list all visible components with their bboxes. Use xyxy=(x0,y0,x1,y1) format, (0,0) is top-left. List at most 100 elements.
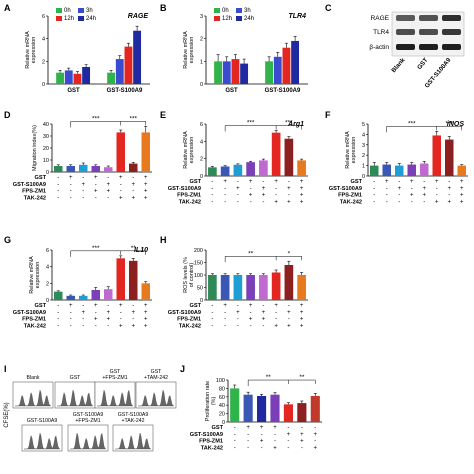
treatment-sign: + xyxy=(262,186,266,192)
treatment-sign: - xyxy=(262,179,264,185)
treatment-sign: - xyxy=(237,323,239,329)
y-tick-label: 2 xyxy=(200,37,203,43)
treatment-sign: - xyxy=(120,317,122,323)
bar xyxy=(310,395,320,422)
x-tick-label: GST xyxy=(225,88,238,94)
treatment-sign: + xyxy=(144,195,148,201)
treatment-label: GST xyxy=(35,303,47,309)
treatment-sign: + xyxy=(287,432,291,438)
legend-label: 24h xyxy=(86,16,96,22)
y-axis-label: Relative mRNAexpression xyxy=(183,131,195,169)
treatment-sign: - xyxy=(398,199,400,205)
treatment-sign: - xyxy=(275,186,277,192)
y-tick-label: 3 xyxy=(200,14,203,20)
treatment-sign: - xyxy=(132,189,134,195)
treatment-sign: + xyxy=(274,323,278,329)
bar xyxy=(257,395,267,422)
treatment-sign: + xyxy=(144,182,148,188)
y-tick-label: 4 xyxy=(200,139,203,145)
bar xyxy=(220,166,230,176)
y-tick-label: 5 xyxy=(362,122,365,128)
y-axis-label: ROS levels (%of control) xyxy=(183,257,195,293)
y-axis-label-line: Proliferation rate xyxy=(205,381,211,421)
treatment-label: GST xyxy=(35,175,47,181)
bar xyxy=(265,61,274,84)
histogram-curve xyxy=(115,432,152,450)
bar xyxy=(259,275,268,300)
y-tick-label: 1 xyxy=(362,164,365,170)
y-axis-label-line: expression xyxy=(35,262,41,289)
y-axis-label-line: expression xyxy=(351,137,357,164)
histogram-label: +TAK-242 xyxy=(121,418,144,424)
sig-label: *** xyxy=(92,245,100,252)
treatment-sign: - xyxy=(57,175,59,181)
bar xyxy=(407,164,416,176)
treatment-sign: + xyxy=(249,303,253,309)
treatment-sign: - xyxy=(423,199,425,205)
histogram-label: GST-S100A9 xyxy=(118,412,149,418)
treatment-sign: - xyxy=(132,317,134,323)
treatment-sign: - xyxy=(237,193,239,199)
treatment-sign: - xyxy=(247,445,249,451)
treatment-label: GST-S100A9 xyxy=(168,310,201,316)
treatment-sign: + xyxy=(274,303,278,309)
bar xyxy=(382,164,391,176)
treatment-label: GST-S100A9 xyxy=(168,186,201,192)
treatment-label: FPS-ZM1 xyxy=(22,189,46,195)
bar xyxy=(283,404,293,422)
bar xyxy=(66,166,75,172)
blot-lane-label: Blank xyxy=(390,56,407,74)
treatment-sign: + xyxy=(397,186,401,192)
treatment-sign: + xyxy=(447,186,451,192)
treatment-sign: - xyxy=(237,179,239,185)
blot-band xyxy=(442,29,461,35)
treatment-sign: + xyxy=(106,310,110,316)
treatment-sign: - xyxy=(448,193,450,199)
y-axis-label-line: expression xyxy=(31,37,37,64)
blot-band xyxy=(419,15,438,21)
bar xyxy=(104,289,113,300)
y-tick-label: 20 xyxy=(219,412,225,418)
treatment-sign: - xyxy=(57,182,59,188)
treatment-sign: + xyxy=(287,199,291,205)
y-tick-label: 1 xyxy=(200,59,203,65)
y-axis-label-line: Relative mRNA xyxy=(29,256,35,294)
treatment-sign: - xyxy=(224,186,226,192)
treatment-sign: - xyxy=(70,195,72,201)
treatment-sign: - xyxy=(95,310,97,316)
treatment-sign: + xyxy=(287,186,291,192)
treatment-sign: + xyxy=(300,310,304,316)
treatment-sign: + xyxy=(119,175,123,181)
treatment-sign: + xyxy=(260,439,264,445)
treatment-label: GST-S100A9 xyxy=(329,186,362,192)
treatment-label: FPS-ZM1 xyxy=(22,317,46,323)
bar xyxy=(243,394,253,422)
histogram-label: +FPS-ZM1 xyxy=(75,418,100,424)
treatment-sign: + xyxy=(249,193,253,199)
treatment-sign: + xyxy=(119,323,123,329)
y-tick-label: 200 xyxy=(194,248,203,254)
treatment-label: TAK-242 xyxy=(179,199,201,205)
bar xyxy=(133,30,142,84)
treatment-sign: - xyxy=(211,186,213,192)
blot-row-label: TLR4 xyxy=(373,29,389,36)
panel-label-A: A xyxy=(4,3,11,13)
bar xyxy=(233,275,243,300)
treatment-sign: - xyxy=(411,186,413,192)
legend-swatch xyxy=(236,8,242,13)
blot-band xyxy=(419,44,438,50)
treatment-sign: - xyxy=(120,182,122,188)
treatment-label: GST-S100A9 xyxy=(13,182,46,188)
panel-label-F: F xyxy=(325,110,331,120)
treatment-sign: - xyxy=(301,425,303,431)
chart-title: RAGE xyxy=(128,13,149,20)
treatment-sign: + xyxy=(422,193,426,199)
treatment-sign: + xyxy=(81,182,85,188)
legend-swatch xyxy=(78,16,84,21)
y-tick-label: 6 xyxy=(42,14,45,20)
treatment-sign: + xyxy=(69,175,73,181)
treatment-sign: - xyxy=(82,175,84,181)
treatment-sign: - xyxy=(423,179,425,185)
treatment-sign: - xyxy=(95,195,97,201)
